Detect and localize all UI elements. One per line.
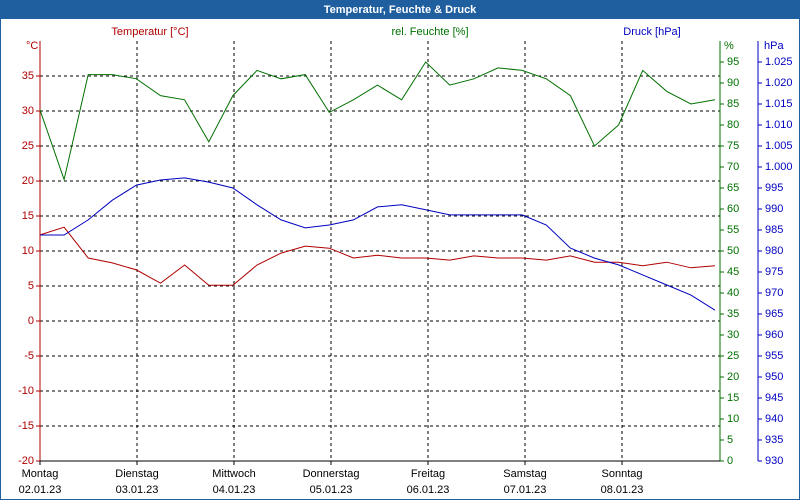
y2ticks-label: 5 [727,434,733,446]
y2ticks-label: 30 [727,329,739,341]
x-date-label: 03.01.23 [116,484,159,496]
x-tick-label: Dienstag [115,468,158,480]
y2ticks-label: 70 [727,161,739,173]
y-unit: °C [26,40,38,52]
yticks-label: -5 [24,350,34,362]
yticks-label: -15 [18,420,34,432]
y2ticks-label: 25 [727,350,739,362]
yticks-label: 0 [28,315,34,327]
y3ticks-label: 995 [765,182,783,194]
x-date-label: 05.01.23 [310,484,353,496]
title-bar [0,0,800,19]
x-tick-label: Mittwoch [212,468,255,480]
x-tick-label: Freitag [411,468,445,480]
x-tick-label: Donnerstag [303,468,360,480]
y2ticks-label: 20 [727,371,739,383]
x-date-label: 08.01.23 [601,484,644,496]
y3-unit: hPa [764,40,784,52]
y3ticks-label: 940 [765,413,783,425]
y3ticks-label: 1.000 [765,161,793,173]
yticks-label: 35 [22,70,34,82]
y3ticks-label: 945 [765,392,783,404]
x-date-label: 06.01.23 [407,484,450,496]
y3ticks-label: 1.015 [765,98,793,110]
y3ticks-label: 970 [765,287,783,299]
y2ticks-label: 60 [727,203,739,215]
y2ticks-label: 0 [727,455,733,467]
y2ticks-label: 85 [727,98,739,110]
x-tick-label: Samstag [503,468,546,480]
legend-entry: Temperatur [°C] [111,26,188,38]
x-tick-label: Montag [22,468,59,480]
y3ticks-label: 960 [765,329,783,341]
yticks-label: 15 [22,210,34,222]
legend-entry: Druck [hPa] [623,26,680,38]
y2ticks-label: 10 [727,413,739,425]
legend-entry: rel. Feuchte [%] [391,26,468,38]
y2ticks-label: 50 [727,245,739,257]
y2ticks-label: 90 [727,77,739,89]
y3ticks-label: 1.010 [765,119,793,131]
y3ticks-label: 1.005 [765,140,793,152]
y3ticks-label: 985 [765,224,783,236]
x-tick-label: Sonntag [602,468,643,480]
y3ticks-label: 990 [765,203,783,215]
y2ticks-label: 15 [727,392,739,404]
chart-title: Temperatur, Feuchte & Druck [324,4,477,16]
y2ticks-label: 40 [727,287,739,299]
x-date-label: 07.01.23 [504,484,547,496]
y3ticks-label: 930 [765,455,783,467]
y3ticks-label: 935 [765,434,783,446]
yticks-label: -10 [18,385,34,397]
y2ticks-label: 45 [727,266,739,278]
y2-unit: % [724,40,734,52]
yticks-label: -20 [18,455,34,467]
yticks-label: 10 [22,245,34,257]
yticks-label: 25 [22,140,34,152]
y2ticks-label: 55 [727,224,739,236]
y2ticks-label: 75 [727,140,739,152]
y3ticks-label: 1.025 [765,56,793,68]
y2ticks-label: 95 [727,56,739,68]
x-date-label: 02.01.23 [19,484,62,496]
x-date-label: 04.01.23 [213,484,256,496]
y3ticks-label: 1.020 [765,77,793,89]
y2ticks-label: 65 [727,182,739,194]
y3ticks-label: 975 [765,266,783,278]
series-line [40,177,716,311]
y2ticks-label: 35 [727,308,739,320]
y3ticks-label: 955 [765,350,783,362]
y3ticks-label: 980 [765,245,783,257]
yticks-label: 30 [22,105,34,117]
y2ticks-label: 80 [727,119,739,131]
yticks-label: 5 [28,280,34,292]
y3ticks-label: 950 [765,371,783,383]
series-line [39,61,716,182]
yticks-label: 20 [22,175,34,187]
series-line [39,226,716,286]
y3ticks-label: 965 [765,308,783,320]
